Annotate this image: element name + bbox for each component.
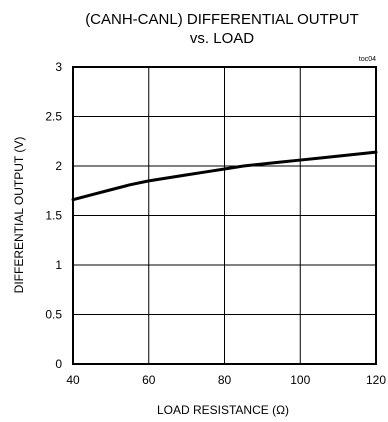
y-tick-label-4: 2 (55, 159, 62, 173)
y-tick-label-1: 0.5 (45, 308, 62, 322)
series-layer (71, 150, 378, 202)
grid-layer (73, 67, 376, 364)
x-tick-label-4: 120 (366, 373, 386, 387)
x-tick-label-1: 60 (142, 373, 156, 387)
y-tick-label-6: 3 (55, 60, 62, 74)
series-line-0 (71, 150, 378, 202)
chart-annotation: toc04 (359, 56, 376, 63)
chart-title-line-2: vs. LOAD (190, 30, 254, 47)
y-axis-label: DIFFERENTIAL OUTPUT (V) (12, 137, 26, 294)
tick-layer: 40 60 80 100 120 0 0.5 1 1.5 2 2.5 3 (45, 60, 386, 387)
y-tick-label-5: 2.5 (45, 110, 62, 124)
plot-frame (72, 66, 377, 365)
y-tick-label-3: 1.5 (45, 209, 62, 223)
y-tick-label-2: 1 (55, 258, 62, 272)
chart-title: (CANH-CANL) DIFFERENTIAL OUTPUT vs. LOAD (85, 11, 359, 47)
frame-layer (72, 66, 377, 365)
y-tick-label-0: 0 (55, 357, 62, 371)
chart-title-line-1: (CANH-CANL) DIFFERENTIAL OUTPUT (85, 11, 359, 28)
x-tick-label-2: 80 (218, 373, 232, 387)
x-tick-label-3: 100 (290, 373, 310, 387)
x-axis-label: LOAD RESISTANCE (Ω) (157, 403, 289, 417)
x-tick-label-0: 40 (66, 373, 80, 387)
